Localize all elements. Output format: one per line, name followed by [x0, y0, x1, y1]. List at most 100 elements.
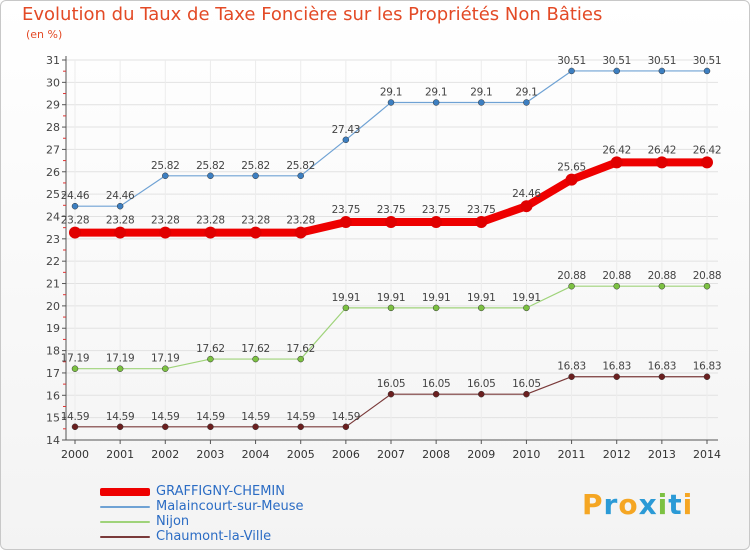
- data-label-graffigny-chemin: 23.28: [61, 215, 90, 227]
- logo-letter: i: [682, 488, 694, 521]
- data-point-graffigny-chemin: [430, 216, 443, 229]
- legend-item-nijon: Nijon: [100, 514, 304, 529]
- data-point-chaumont-la-ville: [658, 373, 666, 380]
- data-label-chaumont-la-ville: 16.83: [557, 361, 586, 373]
- data-label-malaincourt-sur-meuse: 25.82: [196, 160, 225, 172]
- data-label-chaumont-la-ville: 16.05: [512, 378, 541, 390]
- x-tick-label: 2000: [61, 448, 89, 461]
- legend-item-graffigny-chemin: GRAFFIGNY-CHEMIN: [100, 484, 304, 499]
- data-point-nijon: [613, 282, 620, 290]
- data-label-graffigny-chemin: 26.42: [602, 144, 631, 156]
- x-tick-label: 2014: [693, 448, 721, 461]
- data-point-malaincourt-sur-meuse: [162, 172, 169, 180]
- data-label-nijon: 17.62: [286, 343, 315, 355]
- data-label-graffigny-chemin: 23.28: [106, 215, 135, 227]
- y-tick-label: 15: [46, 412, 60, 425]
- data-point-malaincourt-sur-meuse: [703, 67, 711, 75]
- y-tick-label: 17: [46, 367, 60, 380]
- data-point-graffigny-chemin: [69, 226, 81, 239]
- chart-title: Evolution du Taux de Taxe Foncière sur l…: [22, 4, 603, 25]
- x-tick-label: 2003: [196, 448, 224, 461]
- logo-letter: i: [657, 488, 669, 521]
- data-label-graffigny-chemin: 26.42: [648, 144, 677, 156]
- data-label-chaumont-la-ville: 16.83: [648, 361, 677, 373]
- data-label-malaincourt-sur-meuse: 25.82: [286, 160, 315, 172]
- x-tick-label: 2004: [242, 448, 270, 461]
- legend: GRAFFIGNY-CHEMIN Malaincourt-sur-Meuse N…: [100, 484, 304, 544]
- legend-swatch-graffigny-chemin: [100, 487, 150, 496]
- data-point-graffigny-chemin: [655, 156, 668, 169]
- data-point-malaincourt-sur-meuse: [297, 172, 304, 180]
- y-tick-label: 25: [46, 188, 60, 201]
- data-label-nijon: 19.91: [467, 292, 496, 304]
- data-label-malaincourt-sur-meuse: 29.1: [515, 86, 537, 98]
- x-tick-label: 2013: [648, 448, 676, 461]
- data-point-chaumont-la-ville: [252, 423, 259, 431]
- legend-swatch-chaumont-la-ville: [100, 535, 150, 538]
- legend-label: Chaumont-la-Ville: [156, 529, 272, 544]
- data-point-chaumont-la-ville: [703, 373, 711, 380]
- logo-letter: r: [603, 488, 619, 521]
- data-point-chaumont-la-ville: [297, 423, 304, 431]
- data-point-nijon: [523, 304, 530, 312]
- data-point-nijon: [658, 282, 666, 290]
- data-point-nijon: [71, 365, 79, 372]
- data-point-malaincourt-sur-meuse: [71, 202, 79, 210]
- y-tick-label: 18: [46, 345, 60, 358]
- y-tick-label: 21: [46, 278, 60, 291]
- data-label-nijon: 17.19: [106, 353, 135, 365]
- data-point-nijon: [162, 365, 169, 372]
- legend-label: Nijon: [156, 514, 190, 529]
- data-label-malaincourt-sur-meuse: 27.43: [332, 124, 361, 136]
- data-label-nijon: 19.91: [512, 292, 541, 304]
- data-label-nijon: 20.88: [693, 270, 722, 282]
- data-point-graffigny-chemin: [385, 216, 397, 229]
- data-point-malaincourt-sur-meuse: [207, 172, 214, 180]
- legend-item-malaincourt-sur-meuse: Malaincourt-sur-Meuse: [100, 499, 304, 514]
- data-label-graffigny-chemin: 24.46: [512, 188, 541, 200]
- legend-item-chaumont-la-ville: Chaumont-la-Ville: [100, 529, 304, 544]
- data-label-graffigny-chemin: 23.75: [377, 204, 406, 216]
- data-label-malaincourt-sur-meuse: 30.51: [602, 55, 631, 67]
- y-tick-label: 29: [46, 99, 60, 112]
- data-label-graffigny-chemin: 25.65: [557, 162, 586, 174]
- data-point-malaincourt-sur-meuse: [658, 67, 666, 75]
- data-point-malaincourt-sur-meuse: [523, 99, 530, 106]
- data-label-chaumont-la-ville: 16.05: [467, 378, 496, 390]
- data-label-chaumont-la-ville: 16.05: [377, 378, 406, 390]
- data-label-graffigny-chemin: 23.75: [467, 204, 496, 216]
- x-tick-label: 2011: [558, 448, 586, 461]
- x-tick-label: 2008: [422, 448, 450, 461]
- data-label-chaumont-la-ville: 14.59: [106, 411, 135, 423]
- y-tick-label: 30: [46, 76, 60, 89]
- data-label-chaumont-la-ville: 14.59: [286, 411, 315, 423]
- x-tick-label: 2009: [467, 448, 495, 461]
- data-point-nijon: [207, 355, 214, 363]
- data-point-graffigny-chemin: [204, 226, 217, 239]
- data-point-malaincourt-sur-meuse: [116, 202, 124, 210]
- data-point-graffigny-chemin: [294, 226, 307, 239]
- x-tick-label: 2007: [377, 448, 405, 461]
- logo-letter: x: [638, 488, 658, 521]
- data-point-malaincourt-sur-meuse: [613, 67, 620, 75]
- data-label-nijon: 17.62: [196, 343, 225, 355]
- data-label-graffigny-chemin: 23.75: [332, 204, 361, 216]
- data-point-chaumont-la-ville: [478, 390, 485, 398]
- data-label-malaincourt-sur-meuse: 30.51: [648, 55, 677, 67]
- legend-label: Malaincourt-sur-Meuse: [156, 499, 304, 514]
- y-tick-label: 27: [46, 143, 60, 156]
- data-label-nijon: 20.88: [648, 270, 677, 282]
- y-axis-unit-label: (en %): [26, 28, 63, 41]
- data-point-graffigny-chemin: [520, 200, 533, 213]
- data-point-graffigny-chemin: [475, 216, 488, 229]
- data-point-nijon: [252, 355, 259, 363]
- x-tick-label: 2001: [106, 448, 134, 461]
- y-tick-label: 19: [46, 322, 60, 335]
- data-label-nijon: 17.19: [151, 353, 180, 365]
- data-label-nijon: 20.88: [557, 270, 586, 282]
- data-label-nijon: 19.91: [377, 292, 406, 304]
- data-point-graffigny-chemin: [565, 173, 578, 186]
- data-label-graffigny-chemin: 23.28: [196, 215, 225, 227]
- y-tick-label: 20: [46, 300, 60, 313]
